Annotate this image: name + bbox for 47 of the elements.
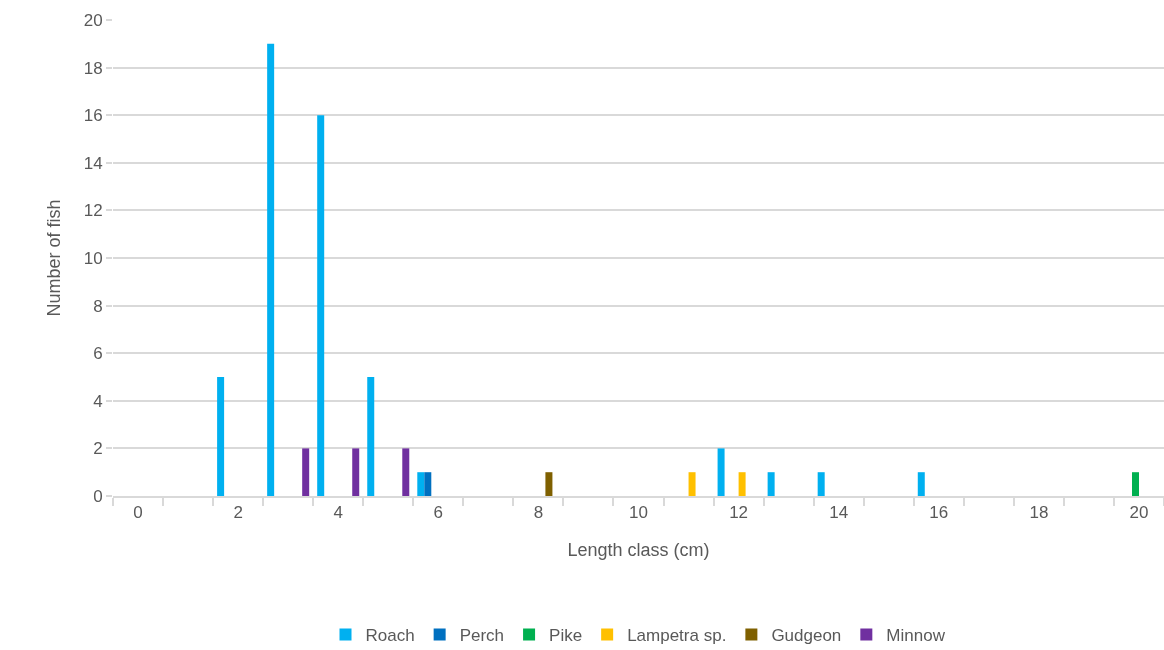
y-tick-label: 4 [93, 391, 103, 411]
legend-label: Perch [459, 626, 505, 646]
bar [367, 377, 375, 496]
y-tick-label: 16 [83, 106, 103, 126]
bar [302, 448, 310, 496]
x-tick-label: 4 [333, 503, 343, 523]
y-tick-label: 2 [93, 439, 103, 459]
bar [717, 448, 725, 496]
bar [738, 472, 746, 496]
x-tick-label: 0 [133, 503, 143, 523]
bar [1131, 472, 1139, 496]
y-tick-label: 14 [83, 153, 103, 173]
bar [352, 448, 360, 496]
bar [917, 472, 925, 496]
bar [688, 472, 696, 496]
bar [317, 115, 325, 496]
x-tick-label: 20 [1129, 503, 1149, 523]
x-tick-label: 14 [829, 503, 849, 523]
bar [545, 472, 553, 496]
bar [767, 472, 775, 496]
legend-label: Roach [365, 626, 415, 646]
y-tick-label: 0 [93, 486, 103, 506]
y-tick-label: 20 [83, 10, 103, 30]
legend-label: Pike [549, 626, 583, 646]
y-tick-label: 10 [83, 248, 103, 268]
y-tick-label: 18 [83, 58, 103, 78]
y-tick-label: 12 [83, 201, 103, 221]
x-tick-label: 16 [929, 503, 949, 523]
x-tick-label: 2 [233, 503, 243, 523]
x-tick-label: 8 [533, 503, 544, 523]
x-tick-label: 10 [629, 503, 648, 523]
bar [217, 377, 225, 496]
bar [417, 472, 425, 496]
bar [424, 472, 432, 496]
x-axis-title: Length class (cm) [567, 539, 710, 560]
x-tick-label: 12 [729, 503, 749, 523]
x-tick-label: 18 [1029, 503, 1049, 523]
legend-label: Lampetra sp. [627, 626, 727, 646]
legend-label: Gudgeon [771, 626, 842, 646]
bar [402, 448, 410, 496]
x-tick-label: 6 [433, 503, 444, 523]
y-axis-title: Number of fish [43, 199, 64, 317]
bar [817, 472, 825, 496]
y-tick-label: 6 [93, 344, 103, 364]
legend-label: Minnow [886, 626, 946, 646]
y-tick-label: 8 [93, 296, 103, 316]
bar [267, 43, 275, 496]
